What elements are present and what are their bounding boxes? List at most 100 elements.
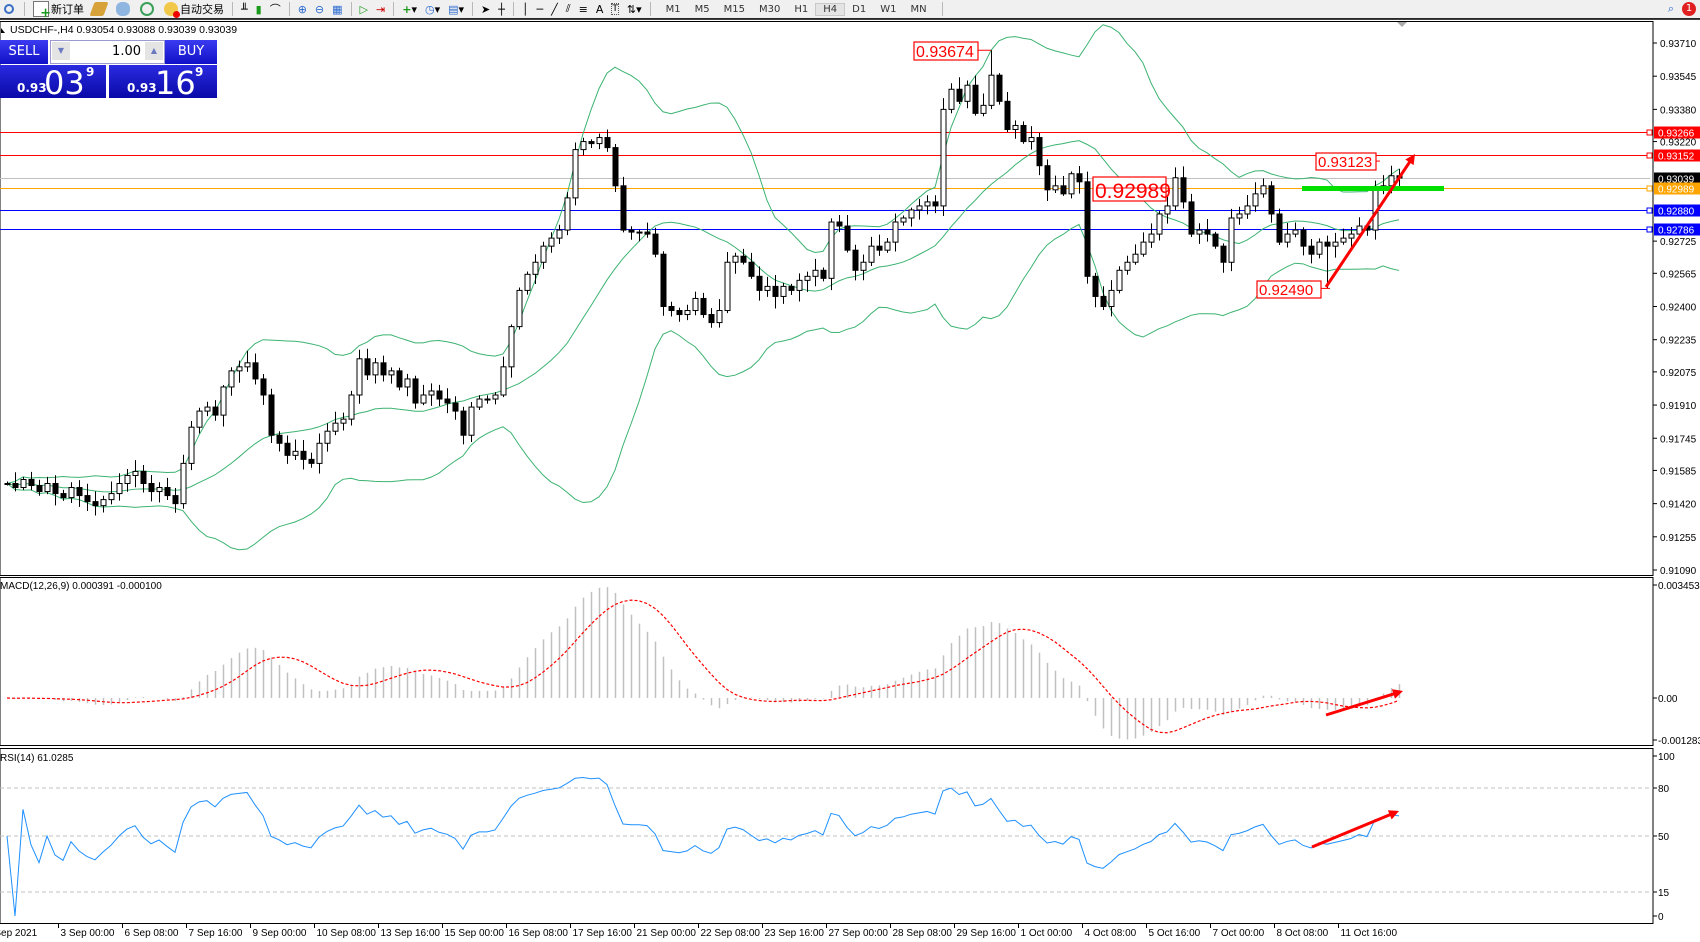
bull-candle <box>1012 124 1019 130</box>
bull-candle <box>540 245 547 263</box>
bull-candle <box>356 358 363 396</box>
bear-candle <box>396 370 403 388</box>
text-label-button[interactable]: T <box>607 0 623 18</box>
time-tick-label: 15 Sep 00:00 <box>445 928 505 939</box>
bear-candle <box>588 141 595 145</box>
bull-candle <box>1356 225 1363 235</box>
periods-button[interactable]: ◷ ▾ <box>424 2 441 16</box>
signals-button[interactable] <box>136 0 160 18</box>
bull-candle <box>556 229 563 239</box>
bull-candle <box>1236 213 1243 219</box>
timeframe-m15[interactable]: M15 <box>723 3 746 15</box>
timeframe-m1[interactable]: M1 <box>665 3 681 15</box>
macd-trend-arrow-head <box>1391 689 1403 699</box>
buy-price[interactable]: 0.93 16 9 <box>109 64 217 102</box>
equidistant-channel-button[interactable]: ⫽ <box>562 0 575 18</box>
zoom-in-button[interactable]: ⊕ <box>294 0 311 18</box>
candlestick-button[interactable]: ▮ <box>252 0 266 18</box>
time-tick-label: 8 Oct 08:00 <box>1277 928 1329 939</box>
tile-windows-button[interactable]: ▦ <box>328 0 346 18</box>
timeframe-m30[interactable]: M30 <box>759 3 781 15</box>
cursor-button[interactable]: ➤ <box>477 0 494 18</box>
rsi-label: RSI(14) 61.0285 <box>0 753 74 764</box>
time-tick-label: 10 Sep 08:00 <box>317 928 377 939</box>
macd-panel[interactable] <box>0 577 1654 746</box>
bull-candle <box>228 370 235 388</box>
clock-icon: ◷ <box>424 2 435 16</box>
bull-candle <box>684 310 691 316</box>
timeframe-w1[interactable]: W1 <box>880 3 897 15</box>
bull-candle <box>404 378 411 388</box>
rsi-tick-label: 80 <box>1658 784 1670 795</box>
rsi-trend-arrow <box>1311 811 1395 849</box>
bear-candle <box>460 410 467 436</box>
timeframe-d1[interactable]: D1 <box>852 3 867 15</box>
macd-trend-arrow <box>1325 691 1398 717</box>
bull-candle <box>900 217 907 223</box>
volume-stepper[interactable]: ▼ 1.00 ▲ <box>50 40 165 64</box>
time-tick-label: 27 Sep 00:00 <box>829 928 889 939</box>
bar-chart-button[interactable]: ╨ <box>237 0 252 18</box>
timeframe-h1[interactable]: H1 <box>794 3 809 15</box>
timeframe-mn[interactable]: MN <box>910 3 927 15</box>
zoom-in-icon: ⊕ <box>297 2 307 16</box>
fibonacci-button[interactable]: ≡ <box>575 0 592 18</box>
bear-candle <box>380 362 387 376</box>
bear-candle <box>76 487 83 497</box>
bull-candle <box>692 297 699 312</box>
bull-candle <box>1284 233 1291 243</box>
template-icon: ▤ <box>448 2 459 16</box>
time-tick-label: 13 Sep 16:00 <box>381 928 441 939</box>
notifications-button[interactable]: 1 <box>1678 0 1700 18</box>
volume-increase-button[interactable]: ▲ <box>145 42 163 60</box>
auto-trading-label: 自动交易 <box>180 3 224 16</box>
search-button[interactable]: ⌕ <box>1664 0 1678 18</box>
macd-tick-label: -0.001283 <box>1658 736 1700 747</box>
bull-candle <box>1124 261 1131 271</box>
signal-icon <box>140 2 154 16</box>
price-tick-label: 0.92725 <box>1660 237 1697 248</box>
vertical-line-button[interactable]: │ <box>518 0 533 18</box>
zoom-out-icon: ⊖ <box>314 2 325 16</box>
auto-trading-button[interactable]: 自动交易 <box>160 0 228 18</box>
price-panel[interactable] <box>0 21 1654 576</box>
bull-candle <box>1340 237 1347 243</box>
zoom-search-icon[interactable] <box>0 0 20 18</box>
horizontal-line-button[interactable]: ─ <box>533 0 548 18</box>
text-button[interactable]: A <box>592 0 608 18</box>
toolbar: + 新订单 自动交易 ╨ ▮ ⌒ ⊕ ⊖ ▦ ▷ ⇥ + ▾ ◷ ▾ ▤ ▾ ➤ ┼ … <box>0 0 1700 20</box>
toolbar-separator <box>288 2 290 16</box>
new-order-button[interactable]: + 新订单 <box>29 0 88 20</box>
time-tick-label: 17 Sep 16:00 <box>573 928 633 939</box>
metaeditor-button[interactable] <box>112 0 136 18</box>
bull-candle <box>116 483 123 495</box>
sell-price[interactable]: 0.93 03 9 <box>0 64 106 102</box>
bar-chart-icon: ╨ <box>241 2 248 16</box>
trendline-button[interactable]: ╱ <box>547 0 562 18</box>
sell-button[interactable]: SELL <box>0 40 48 64</box>
price-tick-label: 0.92235 <box>1660 336 1697 347</box>
timeframe-m5[interactable]: M5 <box>694 3 710 15</box>
templates-button[interactable]: ▤ ▾ <box>448 2 465 16</box>
auto-scroll-button[interactable]: ▷ <box>356 0 372 18</box>
support-zone-marker <box>1302 186 1444 191</box>
chart-shift-marker[interactable] <box>1397 22 1407 27</box>
crosshair-button[interactable]: ┼ <box>494 0 509 18</box>
tile-windows-icon: ▦ <box>332 2 343 16</box>
price-line-label-bg <box>1654 149 1700 162</box>
zoom-out-button[interactable]: ⊖ <box>311 0 328 18</box>
bear-candle <box>836 221 843 227</box>
line-chart-button[interactable]: ⌒ <box>266 0 285 18</box>
bull-candle <box>388 370 395 376</box>
volume-input[interactable]: 1.00 <box>112 44 141 59</box>
buy-button[interactable]: BUY <box>165 40 217 64</box>
arrows-button[interactable]: ⇅ ▾ <box>626 2 642 16</box>
indicators-button[interactable]: + ▾ <box>402 2 417 16</box>
bear-candle <box>612 147 619 187</box>
price-tick-label: 0.91585 <box>1660 466 1697 477</box>
rsi-trend-arrow-head <box>1387 810 1399 820</box>
chart-shift-button[interactable]: ⇥ <box>372 0 389 18</box>
timeframe-h4[interactable]: H4 <box>815 2 846 16</box>
volume-decrease-button[interactable]: ▼ <box>52 42 70 60</box>
